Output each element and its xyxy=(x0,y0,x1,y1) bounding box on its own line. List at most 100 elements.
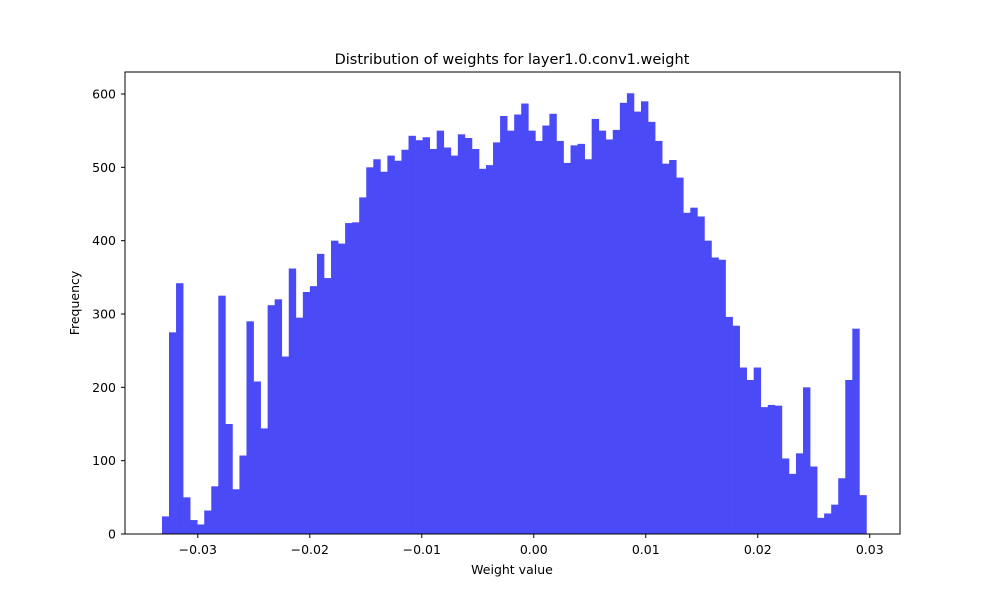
histogram-bar xyxy=(655,140,663,534)
histogram-bar xyxy=(753,367,762,534)
histogram-bar xyxy=(725,316,733,534)
histogram-bar xyxy=(471,149,480,534)
chart-title: Distribution of weights for layer1.0.con… xyxy=(335,52,690,68)
histogram-bar xyxy=(295,317,304,534)
histogram-bar xyxy=(838,478,846,534)
histogram-bar xyxy=(570,145,578,534)
histogram-bar xyxy=(598,130,607,535)
plot-frame xyxy=(124,71,901,535)
histogram-bar xyxy=(260,428,268,534)
histogram-bar xyxy=(493,142,501,534)
histogram-bar xyxy=(528,130,536,535)
histogram-bar xyxy=(781,458,790,534)
histogram-bar xyxy=(817,517,825,534)
y-tick-label: 100 xyxy=(92,453,116,468)
histogram-bar xyxy=(640,101,649,534)
histogram-bar xyxy=(845,380,853,534)
histogram-bar xyxy=(338,243,346,534)
histogram-bar xyxy=(619,102,628,535)
y-tick-label: 300 xyxy=(92,307,116,322)
histogram-bar xyxy=(443,147,452,534)
x-axis-label: Weight value xyxy=(471,562,553,577)
histogram-bar xyxy=(239,455,247,534)
histogram-bar xyxy=(676,177,684,534)
histogram-bar xyxy=(197,524,205,534)
histogram-bar xyxy=(394,160,402,535)
histogram-bar xyxy=(683,212,691,535)
x-tick-label: −0.02 xyxy=(291,542,329,557)
histogram-bar xyxy=(450,155,459,534)
y-tick-label: 500 xyxy=(92,160,116,175)
histogram-bar xyxy=(500,116,508,534)
histogram-bar xyxy=(852,328,860,534)
histogram-bar xyxy=(316,253,325,534)
histogram-bar xyxy=(281,356,290,534)
histogram-bar xyxy=(478,168,487,535)
histogram-bar xyxy=(732,325,740,534)
histogram-bar xyxy=(767,404,776,534)
x-axis: −0.03 −0.02 −0.01 0.00 0.01 0.02 0.03 xyxy=(179,534,884,557)
histogram-bar xyxy=(169,332,177,534)
histogram-bar xyxy=(323,278,332,534)
histogram-bar xyxy=(176,283,184,534)
histogram-bar xyxy=(345,223,353,534)
histogram-bar xyxy=(436,130,445,535)
histogram-bar xyxy=(591,118,600,535)
histogram-bar xyxy=(401,149,409,535)
x-tick-label: −0.01 xyxy=(403,542,441,557)
histogram-bar xyxy=(788,473,797,534)
histogram-bar xyxy=(225,424,233,534)
histogram-bar xyxy=(246,321,254,534)
histogram-bar xyxy=(563,162,571,534)
histogram-bar xyxy=(204,510,212,534)
y-tick-label: 400 xyxy=(92,233,116,248)
histogram-bar xyxy=(486,165,494,534)
histogram-bar xyxy=(366,167,374,534)
histogram-bar xyxy=(704,240,712,535)
histogram-bar xyxy=(718,259,726,534)
y-tick-label: 200 xyxy=(92,380,116,395)
histogram-bar xyxy=(803,387,811,534)
x-tick-label: 0.03 xyxy=(856,542,884,557)
histogram-bar xyxy=(253,381,261,534)
histogram-bar xyxy=(859,495,867,534)
histogram-bar xyxy=(810,466,818,534)
histogram-bar xyxy=(183,497,191,534)
histogram-bar xyxy=(626,93,635,535)
histogram-bar xyxy=(542,125,550,534)
histogram-bar xyxy=(464,138,473,534)
histogram-bar xyxy=(535,140,543,534)
histogram-bar xyxy=(690,207,698,535)
y-tick-label: 0 xyxy=(108,527,116,542)
y-tick-label: 600 xyxy=(92,87,116,102)
histogram-bar xyxy=(190,520,198,534)
histogram-bar xyxy=(831,504,839,534)
histogram-bar xyxy=(824,513,832,534)
histogram-bar xyxy=(549,113,557,535)
histogram-bar xyxy=(774,405,783,534)
histogram-bar xyxy=(697,216,705,534)
histogram-bar xyxy=(612,129,621,534)
histogram-bar xyxy=(161,516,170,534)
histogram-bar xyxy=(760,407,769,534)
histogram-bar xyxy=(507,130,515,535)
histogram-bar xyxy=(521,103,529,534)
histogram-bar xyxy=(746,380,755,534)
x-tick-label: −0.03 xyxy=(179,542,217,557)
histogram-bar xyxy=(408,135,416,535)
x-tick-label: 0.01 xyxy=(632,542,660,557)
histogram-bar xyxy=(457,134,466,534)
histogram-bar xyxy=(669,160,677,534)
histogram-bar xyxy=(387,155,395,534)
histogram-bar xyxy=(662,163,670,535)
histogram-bar xyxy=(556,140,564,534)
histogram-bar xyxy=(739,367,747,534)
histogram-bar xyxy=(711,257,719,534)
histogram-bar xyxy=(211,486,219,534)
histogram-bar xyxy=(302,292,311,534)
histogram-bar xyxy=(429,149,438,534)
bars-layer xyxy=(161,93,867,535)
histogram-bar xyxy=(218,295,226,534)
histogram-bar xyxy=(795,453,804,534)
histogram-bar xyxy=(422,137,430,534)
